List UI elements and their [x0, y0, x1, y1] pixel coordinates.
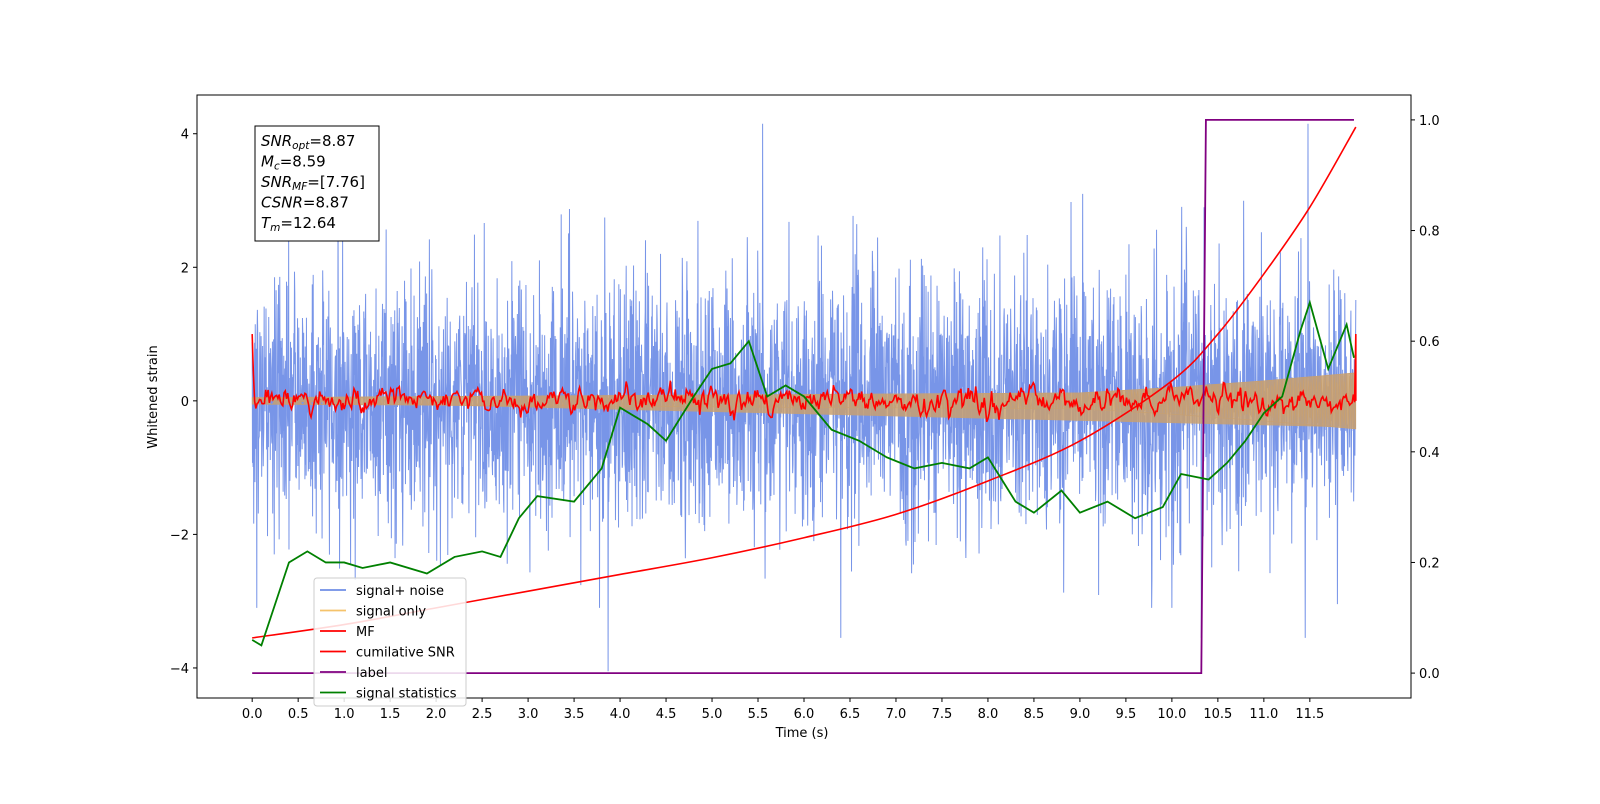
x-tick-label: 9.5 [1116, 707, 1137, 722]
label-series [252, 118, 1354, 675]
annotation-value: =8.87 [303, 194, 349, 212]
y2-tick-label: 0.6 [1419, 335, 1440, 350]
x-axis-label: Time (s) [775, 726, 829, 741]
legend-label: label [356, 666, 387, 681]
y-axis-left: 4 2 0 −2 −4 [170, 128, 197, 677]
x-tick-label: 1.5 [380, 707, 401, 722]
y2-tick-label: 0.2 [1419, 556, 1440, 571]
x-tick-label: 2.0 [426, 707, 447, 722]
signal-statistics-series [251, 299, 1355, 647]
y-tick-label: −4 [170, 662, 189, 677]
annotation-line: SNRMF=[7.76] [261, 173, 365, 193]
x-tick-label: 8.0 [978, 707, 999, 722]
annotation-symbol: T [261, 214, 272, 232]
legend-label: signal statistics [356, 687, 457, 702]
x-tick-label: 9.0 [1070, 707, 1091, 722]
x-tick-label: 1.0 [334, 707, 355, 722]
y-tick-label: −2 [170, 528, 189, 543]
x-tick-label: 5.0 [702, 707, 723, 722]
x-tick-label: 0.0 [242, 707, 263, 722]
annotation-line: SNRopt=8.87 [261, 132, 355, 152]
mf-series [251, 334, 1357, 423]
x-tick-label: 0.5 [288, 707, 309, 722]
annotation-symbol: SNR [261, 173, 292, 191]
annotation-symbol: M [261, 153, 274, 171]
annotation-value: =12.64 [280, 214, 336, 232]
annotation-subscript: MF [292, 181, 308, 193]
x-tick-label: 8.5 [1024, 707, 1045, 722]
legend-label: signal only [356, 605, 426, 620]
x-tick-label: 10.5 [1203, 707, 1232, 722]
legend-label: cumilative SNR [356, 646, 455, 661]
x-tick-label: 10.0 [1157, 707, 1186, 722]
annotation-subscript: opt [292, 140, 310, 152]
legend-box [313, 577, 467, 707]
y2-tick-label: 0.8 [1419, 225, 1440, 240]
annotation-line: Tm=12.64 [261, 214, 336, 234]
x-tick-label: 7.5 [932, 707, 953, 722]
signal-noise-series [251, 123, 1357, 672]
x-tick-label: 7.0 [886, 707, 907, 722]
x-tick-label: 4.5 [656, 707, 677, 722]
y-tick-label: 2 [181, 261, 189, 276]
x-axis: 0.0 0.5 1.0 1.5 2.0 2.5 3.0 3.5 4.0 4.5 5.0 5.5 6.0 6… [242, 698, 1324, 722]
annotation-line: CSNR=8.87 [261, 194, 349, 212]
x-tick-label: 2.5 [472, 707, 493, 722]
annotation-symbol: SNR [261, 132, 292, 150]
y2-tick-label: 1.0 [1419, 114, 1440, 129]
x-tick-label: 3.5 [564, 707, 585, 722]
y2-tick-label: 0.4 [1419, 446, 1440, 461]
annotation-value: =[7.76] [307, 173, 365, 191]
annotation-value: =8.87 [309, 132, 355, 150]
annotation-line: Mc=8.59 [261, 153, 326, 173]
x-tick-label: 5.5 [748, 707, 769, 722]
annotation-subscript: m [270, 222, 280, 234]
legend-label: MF [356, 625, 375, 640]
x-tick-label: 6.0 [794, 707, 815, 722]
y-axis-right: 1.0 0.8 0.6 0.4 0.2 0.0 [1411, 114, 1440, 682]
annotation-box [254, 125, 380, 242]
y-axis-label: Whitened strain [146, 345, 161, 448]
parameter-annotation: SNRopt=8.87Mc=8.59SNRMF=[7.76]CSNR=8.87T… [254, 125, 380, 242]
x-tick-label: 4.0 [610, 707, 631, 722]
y2-tick-label: 0.0 [1419, 667, 1440, 682]
legend: signal+ noise signal only MF cumilative SNR… [313, 577, 467, 707]
x-tick-label: 11.0 [1249, 707, 1278, 722]
x-tick-label: 11.5 [1295, 707, 1324, 722]
y-tick-label: 4 [181, 128, 189, 143]
legend-label: signal+ noise [356, 584, 444, 599]
annotation-symbol: CSNR [261, 194, 303, 212]
y-tick-label: 0 [181, 395, 189, 410]
annotation-subscript: c [274, 161, 280, 173]
x-tick-label: 6.5 [840, 707, 861, 722]
annotation-value: =8.59 [280, 153, 326, 171]
x-tick-label: 3.0 [518, 707, 539, 722]
